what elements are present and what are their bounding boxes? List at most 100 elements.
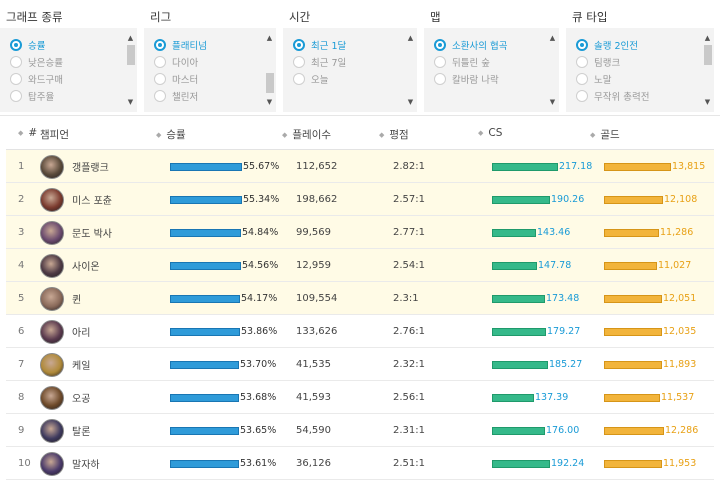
gold-bar: [604, 327, 662, 336]
champion-cell[interactable]: 말자하: [40, 447, 100, 480]
header-winrate[interactable]: ◆ 승률: [156, 127, 186, 142]
filter-option[interactable]: 플래티넘: [154, 37, 207, 53]
champion-name: 탈론: [72, 427, 91, 438]
table-row[interactable]: 6 아리 53.86% 133,626 2.76:1 179.27 12,035: [6, 315, 714, 348]
filter-options-list: 솔랭 2인전 팀랭크 노말 무작위 총력전 ▲ ▼: [566, 28, 714, 112]
champion-cell[interactable]: 케일: [40, 348, 90, 381]
scroll-up-icon[interactable]: ▲: [407, 34, 414, 42]
champion-cell[interactable]: 오공: [40, 381, 90, 414]
champion-name: 퀸: [72, 295, 82, 306]
champion-name: 미스 포츈: [72, 196, 112, 207]
gold-value: 13,815: [672, 161, 706, 172]
filter-scrollbar[interactable]: ▲ ▼: [701, 28, 714, 112]
winrate-cell: 53.68%: [170, 381, 276, 414]
filter-option[interactable]: 낮은승률: [10, 54, 63, 70]
scroll-up-icon[interactable]: ▲: [127, 34, 134, 42]
filter-option[interactable]: 탑주율: [10, 88, 54, 104]
filter-option-label: 챌린저: [172, 92, 199, 103]
gold-value: 11,953: [663, 458, 697, 469]
scroll-up-icon[interactable]: ▲: [549, 34, 556, 42]
kda-cell: 2.77:1: [393, 227, 425, 238]
filter-option[interactable]: 칼바람 나락: [434, 71, 499, 87]
winrate-bar: [170, 162, 242, 171]
gold-cell: 11,893: [604, 348, 696, 381]
header-kda[interactable]: ◆ 평점: [379, 127, 409, 142]
filter-option[interactable]: 최근 1달: [293, 37, 346, 53]
gold-cell: 11,537: [604, 381, 694, 414]
filter-option[interactable]: 다이아: [154, 54, 198, 70]
table-row[interactable]: 2 미스 포츈 55.34% 198,662 2.57:1 190.26 12,108: [6, 183, 714, 216]
rank-cell: 5: [18, 293, 25, 304]
scroll-thumb[interactable]: [266, 73, 274, 93]
radio-icon: [434, 39, 446, 51]
scroll-up-icon[interactable]: ▲: [704, 34, 711, 42]
scroll-down-icon[interactable]: ▼: [266, 98, 273, 106]
filter-option[interactable]: 승률: [10, 37, 45, 53]
scroll-down-icon[interactable]: ▼: [704, 98, 711, 106]
header-cs[interactable]: ◆ CS: [478, 127, 502, 139]
scroll-up-icon[interactable]: ▲: [266, 34, 273, 42]
table-row[interactable]: 10 말자하 53.61% 36,126 2.51:1 192.24 11,953: [6, 447, 714, 480]
filter-option[interactable]: 와드구매: [10, 71, 63, 87]
winrate-value: 53.61%: [240, 458, 277, 469]
table-row[interactable]: 4 사이온 54.56% 12,959 2.54:1 147.78 11,027: [6, 249, 714, 282]
table-row[interactable]: 9 탈론 53.65% 54,590 2.31:1 176.00 12,286: [6, 414, 714, 447]
plays-cell: 12,959: [296, 260, 331, 271]
champion-cell[interactable]: 문도 박사: [40, 216, 112, 249]
cs-cell: 137.39: [492, 381, 568, 414]
filter-option[interactable]: 노말: [576, 71, 611, 87]
header-plays-label: 플레이수: [292, 129, 332, 141]
cs-value: 192.24: [551, 458, 585, 469]
filter-option[interactable]: 무작위 총력전: [576, 88, 649, 104]
filter-option-label: 노말: [594, 75, 612, 86]
champion-cell[interactable]: 미스 포츈: [40, 183, 112, 216]
filter-option[interactable]: 솔랭 2인전: [576, 37, 638, 53]
filter-option[interactable]: 챌린저: [154, 88, 198, 104]
scroll-thumb[interactable]: [127, 45, 135, 65]
champion-cell[interactable]: 탈론: [40, 414, 90, 447]
champion-avatar: [40, 154, 64, 179]
table-row[interactable]: 3 문도 박사 54.84% 99,569 2.77:1 143.46 11,286: [6, 216, 714, 249]
filter-scrollbar[interactable]: ▲ ▼: [263, 28, 276, 112]
champion-cell[interactable]: 아리: [40, 315, 90, 348]
filter-option[interactable]: 팀랭크: [576, 54, 620, 70]
table-row[interactable]: 7 케일 53.70% 41,535 2.32:1 185.27 11,893: [6, 348, 714, 381]
header-plays[interactable]: ◆ 플레이수: [282, 127, 331, 142]
filter-header: 큐 타입: [572, 10, 608, 24]
gold-cell: 12,051: [604, 282, 696, 315]
filter-option-label: 소환사의 협곡: [452, 41, 508, 52]
gold-value: 12,051: [663, 293, 697, 304]
table-row[interactable]: 1 갱플랭크 55.67% 112,652 2.82:1 217.18 13,815: [6, 150, 714, 183]
cs-bar: [492, 426, 545, 435]
radio-icon: [576, 90, 588, 102]
winrate-cell: 54.17%: [170, 282, 277, 315]
champion-cell[interactable]: 사이온: [40, 249, 100, 282]
rank-cell: 4: [18, 260, 25, 271]
table-row[interactable]: 8 오공 53.68% 41,593 2.56:1 137.39 11,537: [6, 381, 714, 414]
header-champion[interactable]: 챔피언: [40, 127, 69, 142]
header-rank[interactable]: ◆ #: [18, 127, 37, 139]
filter-option[interactable]: 최근 7일: [293, 54, 346, 70]
plays-cell: 36,126: [296, 458, 331, 469]
scroll-down-icon[interactable]: ▼: [407, 98, 414, 106]
filter-option[interactable]: 오늘: [293, 71, 328, 87]
filter-option[interactable]: 마스터: [154, 71, 198, 87]
filter-option-label: 최근 1달: [311, 41, 347, 52]
filter-option[interactable]: 소환사의 협곡: [434, 37, 507, 53]
champion-cell[interactable]: 갱플랭크: [40, 150, 109, 183]
radio-icon: [293, 73, 305, 85]
gold-value: 12,108: [664, 194, 698, 205]
header-gold[interactable]: ◆ 골드: [590, 127, 620, 142]
scroll-down-icon[interactable]: ▼: [127, 98, 134, 106]
champion-avatar: [40, 253, 64, 278]
filter-scrollbar[interactable]: ▲ ▼: [124, 28, 137, 112]
filter-scrollbar[interactable]: ▲ ▼: [404, 28, 417, 112]
filter-column: 리그 플래티넘 다이아 마스터 챌린저 ▲ ▼: [144, 0, 276, 116]
filter-scrollbar[interactable]: ▲ ▼: [546, 28, 559, 112]
table-row[interactable]: 5 퀸 54.17% 109,554 2.3:1 173.48 12,051: [6, 282, 714, 315]
filter-option[interactable]: 뒤틀린 숲: [434, 54, 490, 70]
rank-cell: 10: [18, 458, 31, 469]
champion-cell[interactable]: 퀸: [40, 282, 81, 315]
scroll-thumb[interactable]: [704, 45, 712, 65]
scroll-down-icon[interactable]: ▼: [549, 98, 556, 106]
